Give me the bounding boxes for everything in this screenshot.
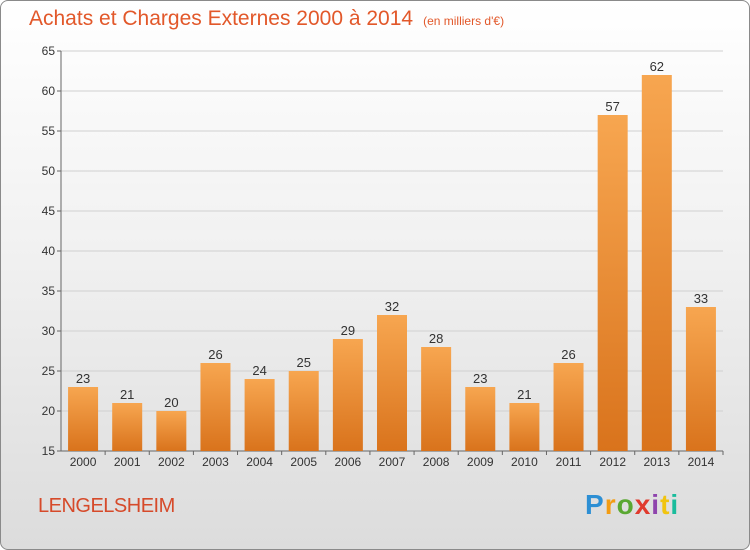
x-tick-label: 2003	[202, 455, 229, 469]
data-label: 62	[650, 59, 664, 74]
chart-title: Achats et Charges Externes 2000 à 2014 (e…	[29, 7, 504, 31]
bar-2014	[685, 307, 716, 451]
y-tick-label: 45	[42, 204, 56, 218]
bar-2005	[288, 371, 319, 451]
bar-2001	[112, 403, 143, 451]
x-tick-label: 2009	[467, 455, 494, 469]
data-label: 24	[252, 363, 266, 378]
data-label: 23	[473, 371, 487, 386]
bar-2002	[156, 411, 187, 451]
proxiti-logo: Proxiti	[585, 489, 680, 520]
chart-subtitle: (en milliers d'€)	[423, 14, 505, 28]
data-label: 23	[76, 371, 90, 386]
x-tick-label: 2002	[158, 455, 185, 469]
data-label: 26	[561, 347, 575, 362]
data-label: 21	[120, 387, 134, 402]
x-tick-label: 2008	[423, 455, 450, 469]
data-label: 26	[208, 347, 222, 362]
x-tick-label: 2012	[599, 455, 626, 469]
x-tick-label: 2004	[246, 455, 273, 469]
bar-2003	[200, 363, 231, 451]
x-tick-label: 2011	[556, 455, 582, 469]
data-label: 21	[517, 387, 531, 402]
bar-2010	[509, 403, 540, 451]
x-tick-label: 2001	[114, 455, 141, 469]
bar-2008	[421, 347, 452, 451]
x-tick-label: 2000	[70, 455, 97, 469]
bar-2004	[244, 379, 275, 451]
bar-2011	[553, 363, 584, 451]
y-tick-label: 55	[42, 124, 56, 138]
bar-2006	[332, 339, 363, 451]
y-tick-label: 60	[42, 84, 56, 98]
x-tick-label: 2014	[688, 455, 715, 469]
chart-title-text: Achats et Charges Externes 2000 à 2014	[29, 7, 414, 30]
y-tick-label: 40	[42, 244, 56, 258]
bar-2013	[641, 75, 672, 451]
y-tick-label: 35	[42, 284, 56, 298]
data-label: 28	[429, 331, 443, 346]
data-label: 29	[341, 323, 355, 338]
data-label: 32	[385, 299, 399, 314]
y-tick-label: 15	[42, 444, 56, 458]
x-tick-label: 2013	[643, 455, 670, 469]
data-label: 33	[694, 291, 708, 306]
y-tick-label: 50	[42, 164, 56, 178]
x-tick-label: 2010	[511, 455, 538, 469]
bar-2000	[68, 387, 99, 451]
data-label: 20	[164, 395, 178, 410]
x-tick-label: 2006	[335, 455, 362, 469]
bar-2007	[377, 315, 407, 451]
town-name: LENGELSHEIM	[38, 495, 175, 517]
data-label: 57	[605, 99, 619, 114]
y-tick-label: 25	[42, 364, 56, 378]
x-tick-label: 2007	[379, 455, 406, 469]
y-tick-label: 20	[42, 404, 56, 418]
data-label: 25	[296, 355, 310, 370]
y-tick-label: 65	[42, 44, 56, 58]
bar-2012	[597, 115, 628, 451]
bar-2009	[465, 387, 496, 451]
y-tick-label: 30	[42, 324, 56, 338]
x-tick-label: 2005	[290, 455, 317, 469]
